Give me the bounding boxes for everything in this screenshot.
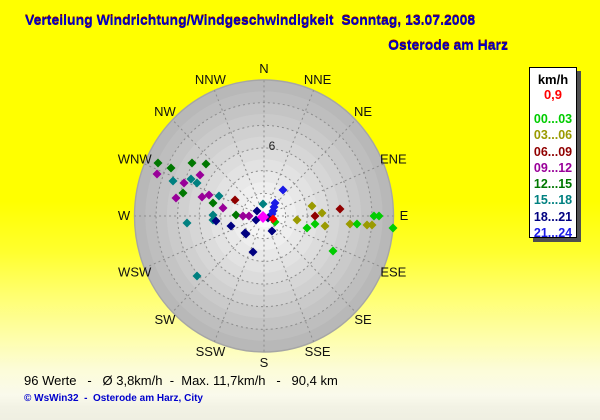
wind-data-point [369, 211, 379, 221]
wind-data-point [388, 223, 398, 233]
chart-title: Verteilung Windrichtung/Windgeschwindigk… [25, 12, 476, 28]
stats-line: 96 Werte - Ø 3,8km/h - Max. 11,7km/h - 9… [24, 373, 338, 388]
wind-data-point [152, 169, 162, 179]
wind-data-point [248, 247, 258, 257]
legend-class-label: 12...15 [533, 177, 573, 192]
wind-data-point [195, 170, 205, 180]
wind-data-point [211, 216, 221, 226]
compass-label: NW [154, 104, 176, 119]
wind-data-point [244, 211, 254, 221]
compass-label: SE [354, 312, 372, 327]
compass-label: WNW [118, 152, 153, 167]
wind-data-point [328, 246, 338, 256]
legend-class-label: 00...03 [533, 112, 573, 126]
wind-data-point [352, 219, 362, 229]
wind-data-point [168, 176, 178, 186]
compass-label: ESE [380, 264, 406, 279]
wind-data-point [345, 219, 355, 229]
direction-spoke [268, 228, 315, 342]
direction-spoke [213, 228, 260, 342]
wind-data-point [335, 204, 345, 214]
speed-ring [177, 124, 351, 308]
wind-data-point [240, 228, 250, 238]
compass-label: NNE [304, 72, 332, 87]
compass-label: NE [354, 104, 372, 119]
wind-data-point [197, 192, 207, 202]
wind-data-point [367, 220, 377, 230]
compass-label: NNW [195, 72, 227, 87]
wind-data-point [362, 220, 372, 230]
legend-unit-label: km/h [537, 72, 569, 87]
wind-data-point [153, 158, 163, 168]
wind-data-point [278, 185, 288, 195]
compass-label: E [400, 208, 409, 223]
legend-class-list: 00...03 03...06 06...09 09...12 12...15 15...… [530, 111, 576, 241]
compass-label: S [260, 355, 269, 370]
compass-label: WSW [118, 264, 152, 279]
legend-class-label: 21...24 [533, 226, 573, 241]
wind-data-point [192, 178, 202, 188]
legend-class-label: 06...09 [533, 144, 573, 159]
compass-label: W [118, 208, 131, 223]
wind-data-point [302, 223, 312, 233]
compass-label: N [259, 61, 268, 76]
wind-data-point [186, 174, 196, 184]
wind-data-point [179, 178, 189, 188]
wind-data-point [310, 211, 320, 221]
direction-spoke [213, 90, 260, 204]
wind-data-point [201, 159, 211, 169]
legend-box: km/h 0,9 00...03 03...06 06...09 09...12 12.… [529, 67, 577, 241]
wind-data-point [267, 226, 277, 236]
wind-data-point [214, 191, 224, 201]
wind-data-point [166, 163, 176, 173]
ring-value-label: 6 [269, 139, 276, 153]
legend-class-label: 09...12 [533, 160, 573, 175]
wind-data-point [320, 221, 330, 231]
wind-data-point [292, 215, 302, 225]
direction-spoke [268, 90, 315, 204]
wind-data-point [187, 158, 197, 168]
wind-data-point [178, 188, 188, 198]
speed-ring [241, 192, 287, 240]
wind-data-point [171, 193, 181, 203]
wind-data-point [238, 211, 248, 221]
wind-data-point [231, 210, 241, 220]
station-name: Osterode am Harz [388, 37, 508, 53]
compass-label: SSE [305, 344, 331, 359]
highlight-point [257, 211, 269, 223]
wind-data-point [258, 199, 268, 209]
current-value-point [268, 214, 278, 224]
legend-class-label: 15...18 [533, 193, 573, 208]
legend-class-label: 18...21 [533, 209, 573, 224]
legend-current-value: 0,9 [543, 87, 563, 102]
wind-data-point [182, 218, 192, 228]
legend-class-label: 03...06 [533, 128, 573, 143]
wind-data-point [218, 203, 228, 213]
wind-data-point [374, 211, 384, 221]
wind-data-point [310, 219, 320, 229]
compass-label: SW [155, 312, 177, 327]
wind-data-point [192, 271, 202, 281]
wind-data-point [252, 206, 262, 216]
wind-data-point [230, 195, 240, 205]
wind-data-point [317, 208, 327, 218]
wind-data-point [208, 198, 218, 208]
compass-label: ENE [380, 152, 407, 167]
speed-ring [155, 102, 373, 330]
wind-data-point [204, 190, 214, 200]
compass-label: SSW [196, 344, 226, 359]
copyright-line: © WsWin32 - Osterode am Harz, City [24, 393, 203, 404]
wind-data-point [307, 201, 317, 211]
wind-data-point [226, 221, 236, 231]
